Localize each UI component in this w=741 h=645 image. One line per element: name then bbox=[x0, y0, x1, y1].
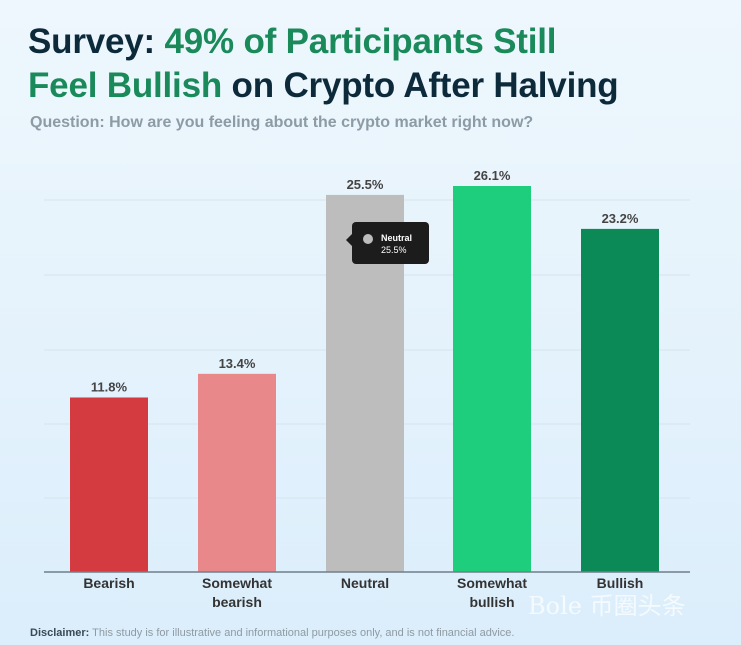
bar-1 bbox=[70, 397, 148, 572]
disclaimer-text: This study is for illustrative and infor… bbox=[89, 627, 515, 639]
category-label-5-line-1: Bullish bbox=[597, 575, 644, 591]
category-label-4-line-1: Somewhat bbox=[457, 575, 527, 591]
category-label-2-line-2: bearish bbox=[212, 594, 262, 610]
bar-4 bbox=[453, 186, 531, 572]
bar-5 bbox=[581, 228, 659, 572]
disclaimer: Disclaimer: This study is for illustrati… bbox=[30, 627, 514, 639]
title-part-4: on Crypto After Halving bbox=[222, 66, 619, 105]
tooltip-pointer bbox=[346, 234, 352, 246]
disclaimer-label: Disclaimer: bbox=[30, 627, 90, 639]
category-label-1-line-1: Bearish bbox=[83, 575, 134, 591]
title-part-2: 49% of Participants Still bbox=[164, 22, 557, 61]
tooltip-box bbox=[352, 222, 429, 264]
data-label-5: 23.2% bbox=[602, 211, 639, 226]
title-part-3: Feel Bullish bbox=[28, 66, 223, 105]
chart-title: Survey: 49% of Participants Still Feel B… bbox=[28, 20, 619, 108]
tooltip-value: 25.5% bbox=[381, 245, 407, 255]
title-part-1: Survey: bbox=[28, 22, 165, 61]
data-label-1: 11.8% bbox=[91, 379, 128, 394]
data-label-4: 26.1% bbox=[474, 168, 511, 183]
bar-2 bbox=[198, 373, 276, 572]
data-label-2: 13.4% bbox=[219, 356, 256, 371]
tooltip-title: Neutral bbox=[381, 233, 412, 243]
category-label-4-line-2: bullish bbox=[469, 594, 514, 610]
watermark: Bole 币圈头条 bbox=[528, 592, 686, 620]
category-label-2-line-1: Somewhat bbox=[202, 575, 272, 591]
chart-subtitle: Question: How are you feeling about the … bbox=[30, 114, 534, 131]
category-label-3-line-1: Neutral bbox=[341, 575, 389, 591]
tooltip-series-marker bbox=[363, 234, 373, 244]
data-label-3: 25.5% bbox=[347, 177, 384, 192]
